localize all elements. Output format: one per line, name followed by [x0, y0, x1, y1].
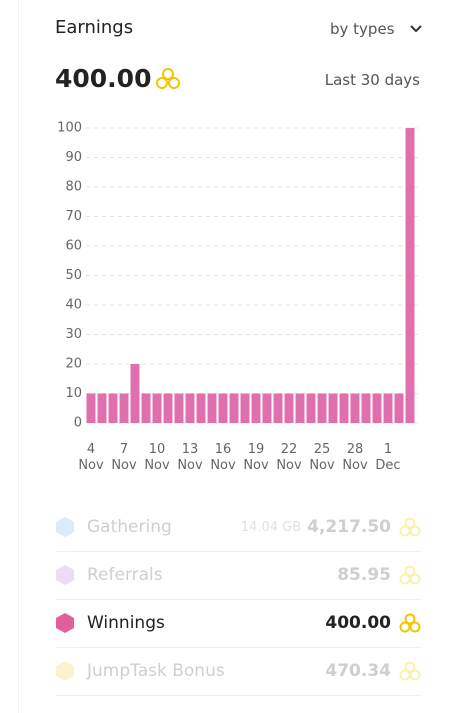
bar [372, 393, 382, 423]
bar [306, 393, 316, 423]
y-tick-label: 90 [65, 150, 82, 165]
y-tick-label: 50 [65, 268, 82, 283]
x-tick-label: 10 Nov [144, 442, 170, 473]
y-tick-label: 70 [65, 209, 82, 224]
coin-icon [399, 565, 421, 585]
bar [251, 393, 261, 423]
legend-row[interactable]: Referrals 85.95 [55, 551, 421, 600]
y-tick-label: 40 [65, 298, 82, 313]
bar [240, 393, 250, 423]
legend-value: 400.00 [325, 613, 391, 633]
card-edge [0, 0, 19, 713]
bar [196, 393, 206, 423]
coin-icon [399, 517, 421, 537]
legend-name[interactable]: Gathering [87, 517, 172, 537]
hex-icon [56, 565, 74, 585]
total: 400.00 [55, 64, 181, 93]
hex-icon [56, 661, 74, 681]
x-tick-label: 19 Nov [243, 442, 269, 473]
bar [130, 364, 140, 423]
x-tick-label: 1 Dec [375, 442, 401, 473]
bar [185, 393, 195, 423]
y-tick-label: 60 [65, 239, 82, 254]
legend-value: 85.95 [337, 565, 391, 585]
y-tick-label: 80 [65, 180, 82, 195]
y-tick-label: 30 [65, 327, 82, 342]
bar [317, 393, 327, 423]
bar [97, 393, 107, 423]
legend-value: 4,217.50 [307, 517, 391, 537]
hex-icon [56, 517, 74, 537]
bar [262, 393, 272, 423]
legend-row[interactable]: JumpTask Bonus 470.34 [55, 647, 421, 696]
dropdown[interactable]: by types [330, 20, 423, 38]
bar [163, 393, 173, 423]
chart: 0 10 20 30 40 50 60 70 80 90 100 [57, 121, 418, 431]
bar [339, 393, 349, 423]
chevron[interactable] [409, 24, 423, 34]
x-tick-label: 28 Nov [342, 442, 368, 473]
bar [152, 393, 162, 423]
title: Earnings [55, 17, 134, 38]
bar [394, 393, 404, 423]
y-tick-label: 0 [74, 416, 82, 431]
bar [174, 393, 184, 423]
x-tick-label: 16 Nov [210, 442, 236, 473]
legend-row[interactable]: Winnings 400.00 [55, 599, 421, 648]
x-tick-label: 7 Nov [111, 442, 137, 473]
x-tick-label: 22 Nov [276, 442, 302, 473]
bar [284, 393, 294, 423]
bar [295, 393, 305, 423]
bar [361, 393, 371, 423]
legend-name[interactable]: Referrals [87, 565, 163, 585]
coin-icon [156, 67, 181, 89]
bar [229, 393, 239, 423]
bar [405, 128, 415, 423]
bar [86, 393, 96, 423]
bar [328, 393, 338, 423]
legend-name[interactable]: JumpTask Bonus [87, 661, 225, 681]
legend-name[interactable]: Winnings [87, 613, 165, 633]
legend-value: 470.34 [325, 661, 391, 681]
hex-icon [56, 613, 74, 633]
x-tick-label: 13 Nov [177, 442, 203, 473]
dropdown-label[interactable]: by types [330, 20, 395, 38]
legend-extra: 14.04 GB [240, 519, 302, 535]
total-amount: 400.00 [55, 64, 152, 93]
coin-icon [399, 661, 421, 681]
y-tick-label: 20 [65, 357, 82, 372]
y-tick-label: 100 [57, 121, 82, 136]
bar [273, 393, 283, 423]
bar [350, 393, 360, 423]
bar [119, 393, 129, 423]
x-tick-label: 25 Nov [309, 442, 335, 473]
legend-row[interactable]: Gathering 14.04 GB 4,217.50 [55, 503, 421, 552]
bar [218, 393, 228, 423]
period: Last 30 days [324, 71, 420, 89]
bar [383, 393, 393, 423]
coin-icon [399, 613, 421, 633]
bar [207, 393, 217, 423]
bar [108, 393, 118, 423]
y-tick-label: 10 [65, 386, 82, 401]
bar [141, 393, 151, 423]
x-tick-label: 4 Nov [78, 442, 104, 473]
